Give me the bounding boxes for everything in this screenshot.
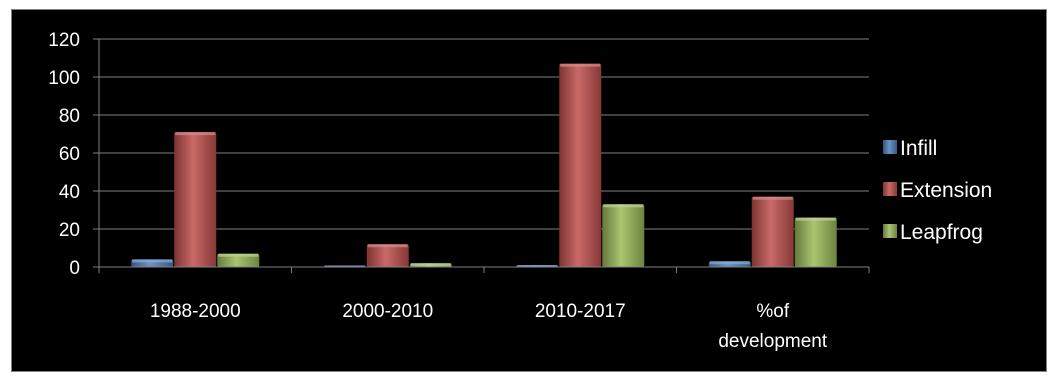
bar-extension — [559, 63, 602, 268]
bar-leapfrog — [602, 204, 645, 267]
y-tick-label: 100 — [48, 68, 80, 89]
bar-leapfrog — [217, 253, 260, 267]
y-tick-label: 20 — [59, 220, 80, 241]
bar-highlight — [752, 196, 793, 200]
y-tick-label: 120 — [48, 30, 80, 51]
x-category-label: 2010-2017 — [535, 301, 626, 322]
y-tick-labels: 0 20 40 60 80 100 120 — [48, 30, 80, 279]
y-tick-label: 60 — [59, 144, 80, 165]
bar-highlight — [603, 204, 644, 208]
x-category-label: 2000-2010 — [342, 301, 433, 322]
bar-leapfrog — [794, 217, 837, 267]
bar-highlight — [132, 259, 173, 263]
bar-highlight — [324, 265, 365, 267]
bar-extension — [751, 196, 794, 267]
x-category-label: 1988-2000 — [150, 301, 241, 322]
gridlines — [99, 38, 869, 230]
bar-extension — [174, 132, 217, 267]
bar-highlight — [367, 244, 408, 248]
legend-swatch-infill — [883, 140, 897, 154]
legend-swatch-leapfrog — [883, 224, 897, 238]
legend: Infill Extension Leapfrog — [883, 137, 992, 244]
bar-highlight — [517, 265, 558, 267]
bar-highlight — [175, 132, 216, 136]
axes — [93, 38, 870, 273]
legend-swatch-extension — [883, 182, 897, 196]
bar-highlight — [560, 63, 601, 67]
bar-highlight — [410, 263, 451, 267]
bar-extension — [366, 244, 409, 267]
x-category-labels: 1988-2000 2000-2010 2010-2017 %of developmen… — [150, 301, 828, 352]
legend-label: Leapfrog — [900, 221, 983, 244]
legend-label: Extension — [900, 179, 992, 202]
legend-label: Infill — [900, 137, 937, 160]
x-category-label: development — [718, 331, 828, 352]
x-category-label: %of — [756, 301, 789, 322]
bars — [131, 63, 837, 268]
bar-highlight — [795, 217, 836, 221]
y-tick-label: 80 — [59, 106, 80, 127]
y-tick-label: 40 — [59, 182, 80, 203]
y-tick-label: 0 — [69, 258, 80, 279]
bar-highlight — [709, 261, 750, 265]
bar-highlight — [218, 253, 259, 257]
